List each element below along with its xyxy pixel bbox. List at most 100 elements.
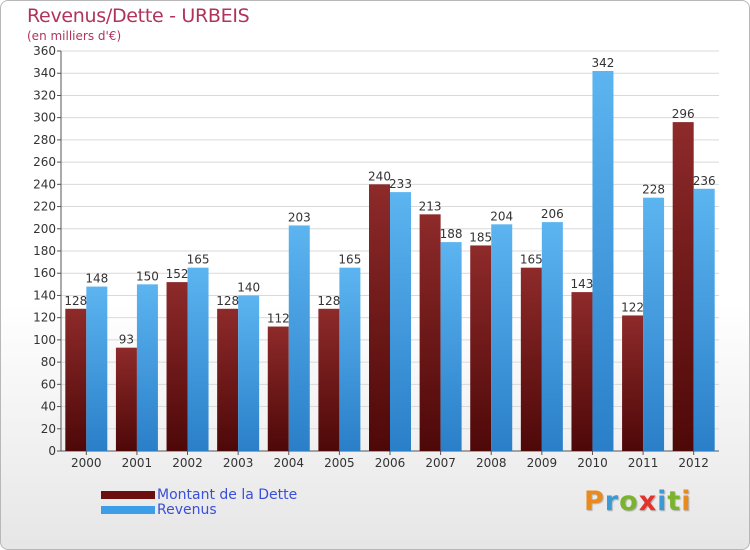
data-label-revenue: 150: [136, 269, 159, 283]
legend-item-debt: Montant de la Dette: [101, 486, 298, 503]
legend-swatch-revenue: [101, 505, 155, 514]
logo-letter-o: o: [619, 486, 639, 517]
ytick-label: 300: [33, 111, 56, 125]
data-label-debt: 185: [469, 230, 492, 244]
logo-letter-r: r: [604, 486, 620, 517]
ytick-label: 280: [33, 133, 56, 147]
logo-letter-i: i: [657, 486, 668, 517]
proxiti-logo: Proxiti: [584, 486, 692, 517]
bar-revenue: [592, 71, 614, 451]
data-label-revenue: 165: [338, 253, 361, 267]
bar-debt: [65, 308, 87, 451]
legend-item-revenue: Revenus: [101, 501, 297, 518]
legend: Montant de la Dette Revenus: [101, 486, 298, 518]
logo-letter-p: P: [584, 486, 605, 517]
data-label-debt: 213: [419, 199, 442, 213]
data-label-debt: 93: [119, 333, 134, 347]
legend-label-debt: Montant de la Dette: [157, 486, 298, 503]
bar-revenue: [491, 224, 513, 451]
ytick-label: 40: [41, 400, 56, 414]
bar-debt: [520, 267, 542, 451]
legend-swatch-debt: [101, 490, 155, 499]
ytick-label: 340: [33, 66, 56, 80]
ytick-label: 240: [33, 177, 56, 191]
bar-debt: [267, 326, 289, 451]
chart-title: Revenus/Dette - URBEIS: [27, 5, 250, 27]
data-label-debt: 128: [64, 294, 87, 308]
data-label-debt: 143: [571, 277, 594, 291]
data-label-debt: 152: [166, 267, 189, 281]
bar-revenue: [339, 267, 361, 451]
xtick-label: 2004: [273, 456, 304, 470]
data-label-revenue: 342: [592, 56, 615, 70]
bar-revenue: [643, 197, 665, 451]
ytick-label: 20: [41, 422, 56, 436]
data-label-revenue: 165: [187, 253, 210, 267]
bar-debt: [217, 308, 239, 451]
data-label-debt: 128: [216, 294, 239, 308]
legend-label-revenue: Revenus: [157, 501, 217, 518]
data-label-debt: 112: [267, 312, 290, 326]
xtick-label: 2005: [324, 456, 355, 470]
data-label-revenue: 188: [440, 227, 463, 241]
ytick-label: 80: [41, 355, 56, 369]
ytick-label: 160: [33, 266, 56, 280]
xtick-label: 2000: [71, 456, 102, 470]
bar-revenue: [187, 267, 209, 451]
data-label-revenue: 233: [389, 177, 412, 191]
bar-debt: [571, 292, 593, 451]
xtick-label: 2007: [425, 456, 456, 470]
data-label-revenue: 236: [693, 174, 716, 188]
xtick-label: 2006: [375, 456, 406, 470]
xtick-label: 2010: [577, 456, 608, 470]
bar-revenue: [288, 225, 310, 451]
ytick-label: 260: [33, 155, 56, 169]
bar-debt: [115, 347, 137, 451]
data-label-debt: 128: [317, 294, 340, 308]
xtick-label: 2001: [122, 456, 153, 470]
bar-revenue: [440, 242, 462, 451]
data-label-debt: 165: [520, 253, 543, 267]
ytick-label: 180: [33, 244, 56, 258]
logo-letter-x: x: [638, 486, 658, 517]
data-label-revenue: 228: [642, 183, 665, 197]
xtick-label: 2002: [172, 456, 203, 470]
bar-revenue: [86, 286, 108, 451]
data-label-revenue: 148: [85, 272, 108, 286]
xtick-label: 2009: [527, 456, 558, 470]
logo-letter-i2: i: [681, 486, 692, 517]
logo-letter-t: t: [667, 486, 682, 517]
ytick-label: 120: [33, 311, 56, 325]
bar-revenue: [238, 295, 260, 451]
bar-debt: [622, 315, 644, 451]
bar-debt: [419, 214, 441, 451]
ytick-label: 60: [41, 377, 56, 391]
bar-debt: [470, 245, 492, 451]
ytick-label: 200: [33, 222, 56, 236]
data-label-debt: 240: [368, 169, 391, 183]
bar-debt: [672, 122, 694, 451]
data-label-debt: 296: [672, 107, 695, 121]
data-label-debt: 122: [621, 300, 644, 314]
ytick-label: 220: [33, 200, 56, 214]
ytick-label: 0: [48, 444, 56, 458]
bar-debt: [369, 184, 390, 452]
ytick-label: 320: [33, 88, 56, 102]
ytick-label: 100: [33, 333, 56, 347]
bar-revenue: [693, 188, 715, 451]
ytick-label: 360: [33, 44, 56, 58]
bar-revenue: [390, 192, 411, 451]
data-label-revenue: 140: [237, 280, 260, 294]
data-label-revenue: 204: [490, 209, 513, 223]
data-label-revenue: 203: [288, 210, 311, 224]
xtick-label: 2012: [678, 456, 709, 470]
bar-revenue: [541, 222, 563, 451]
xtick-label: 2008: [476, 456, 507, 470]
ytick-label: 140: [33, 288, 56, 302]
bar-revenue: [136, 284, 158, 451]
data-label-revenue: 206: [541, 207, 564, 221]
xtick-label: 2011: [628, 456, 659, 470]
bar-debt: [166, 282, 188, 451]
